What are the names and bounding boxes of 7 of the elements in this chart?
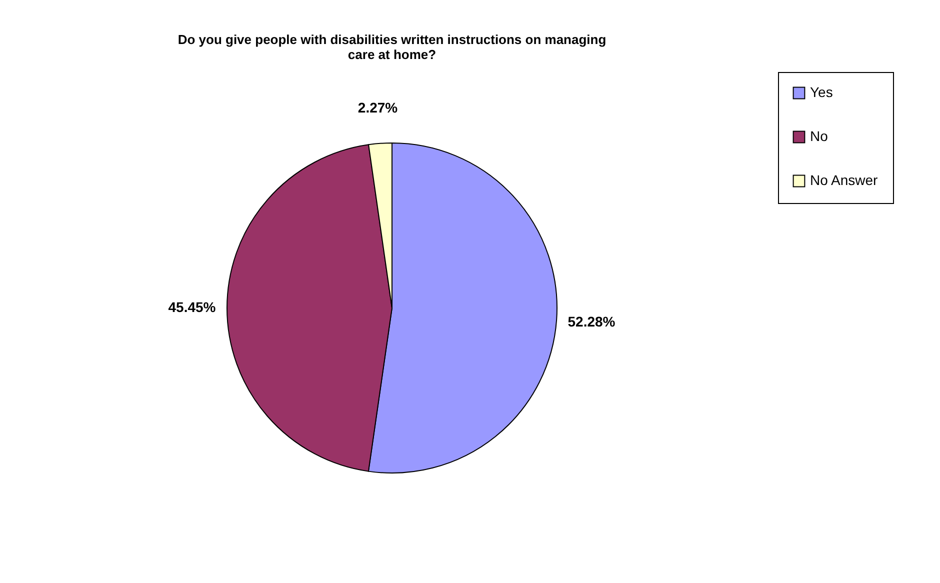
legend-label: No bbox=[810, 128, 828, 144]
legend-label: No Answer bbox=[810, 172, 878, 188]
data-label: 2.27% bbox=[358, 100, 398, 116]
data-label: 52.28% bbox=[568, 313, 616, 330]
legend-label: Yes bbox=[810, 84, 833, 100]
data-label: 45.45% bbox=[168, 298, 216, 315]
chart-title: Do you give people with disabilities written instructions on managing care at home? bbox=[178, 32, 606, 62]
